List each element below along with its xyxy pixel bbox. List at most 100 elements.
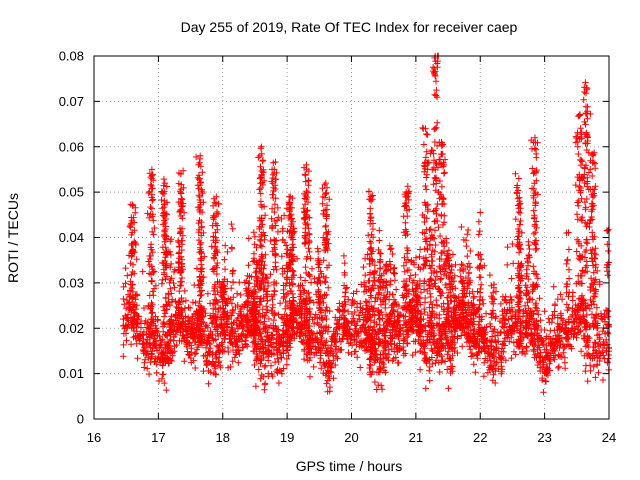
data-point (523, 318, 530, 326)
data-point (594, 267, 601, 275)
data-point (159, 351, 166, 358)
data-point (445, 348, 452, 355)
data-point (587, 166, 594, 173)
data-point (345, 349, 352, 356)
data-point (229, 358, 236, 365)
data-point (403, 339, 411, 347)
data-point (313, 336, 320, 343)
data-point (268, 307, 275, 315)
data-point (289, 218, 297, 225)
data-point (334, 355, 341, 362)
data-point (133, 256, 140, 263)
data-point (365, 188, 373, 195)
data-point (592, 165, 599, 172)
data-point (427, 235, 434, 242)
data-point (197, 255, 204, 262)
data-point (192, 153, 200, 161)
data-point (261, 318, 268, 325)
data-point (440, 306, 448, 313)
data-point (316, 329, 323, 336)
data-point (161, 257, 169, 265)
data-point (394, 359, 401, 367)
data-point (526, 245, 533, 253)
data-point (203, 322, 210, 329)
data-point (402, 322, 409, 329)
data-point (219, 330, 226, 337)
data-point (445, 323, 452, 330)
data-point (257, 338, 265, 345)
data-point (321, 339, 329, 346)
data-point (229, 225, 236, 232)
data-point (279, 265, 286, 272)
data-point (449, 345, 456, 353)
data-point (375, 328, 383, 335)
data-point (160, 313, 168, 320)
data-point (465, 260, 473, 267)
data-point (276, 300, 284, 307)
data-point (323, 237, 330, 245)
data-point (271, 208, 278, 216)
data-point (181, 287, 188, 295)
data-point (271, 217, 278, 225)
data-point (163, 306, 170, 313)
data-point (279, 315, 286, 322)
data-point (555, 363, 563, 370)
data-point (530, 346, 537, 353)
data-point (139, 268, 146, 275)
data-point (371, 335, 378, 342)
data-point (305, 230, 313, 237)
data-point (376, 227, 383, 234)
data-point (440, 195, 447, 202)
data-point (122, 280, 129, 287)
data-point (465, 299, 472, 306)
data-point (258, 143, 265, 150)
data-point (530, 185, 537, 193)
data-point (179, 320, 186, 327)
data-point (162, 275, 169, 283)
data-point (122, 264, 129, 272)
data-point (316, 301, 323, 309)
data-point (530, 286, 537, 293)
data-point (436, 177, 444, 185)
data-point (534, 329, 541, 337)
data-point (208, 331, 216, 339)
data-point (130, 214, 137, 221)
data-point (423, 174, 430, 181)
data-point (322, 206, 329, 214)
data-point (144, 350, 152, 357)
data-point (271, 182, 279, 189)
data-point (599, 349, 606, 356)
data-point (283, 361, 291, 368)
data-point (470, 327, 477, 335)
data-point (515, 208, 522, 216)
data-point (440, 300, 447, 307)
data-point (211, 285, 218, 292)
data-point (274, 228, 282, 236)
data-point (198, 265, 206, 272)
data-point (200, 352, 207, 360)
data-point (531, 180, 538, 187)
data-point (377, 382, 385, 389)
data-point (477, 256, 485, 263)
data-point (466, 264, 474, 271)
data-point (441, 243, 448, 250)
data-point (338, 346, 345, 353)
data-point (259, 306, 266, 313)
data-point (445, 247, 453, 254)
data-point (435, 189, 442, 196)
data-point (439, 221, 447, 229)
data-point (526, 320, 533, 328)
data-point (450, 318, 457, 325)
data-point (120, 353, 127, 360)
data-point (192, 338, 199, 346)
data-point (423, 258, 431, 265)
data-point (585, 169, 593, 176)
data-point (120, 330, 128, 337)
data-point (422, 154, 430, 161)
data-point (258, 172, 265, 180)
data-point (228, 220, 235, 228)
data-point (336, 300, 343, 307)
data-point (290, 225, 297, 232)
data-point (325, 262, 333, 269)
data-point (508, 275, 515, 282)
